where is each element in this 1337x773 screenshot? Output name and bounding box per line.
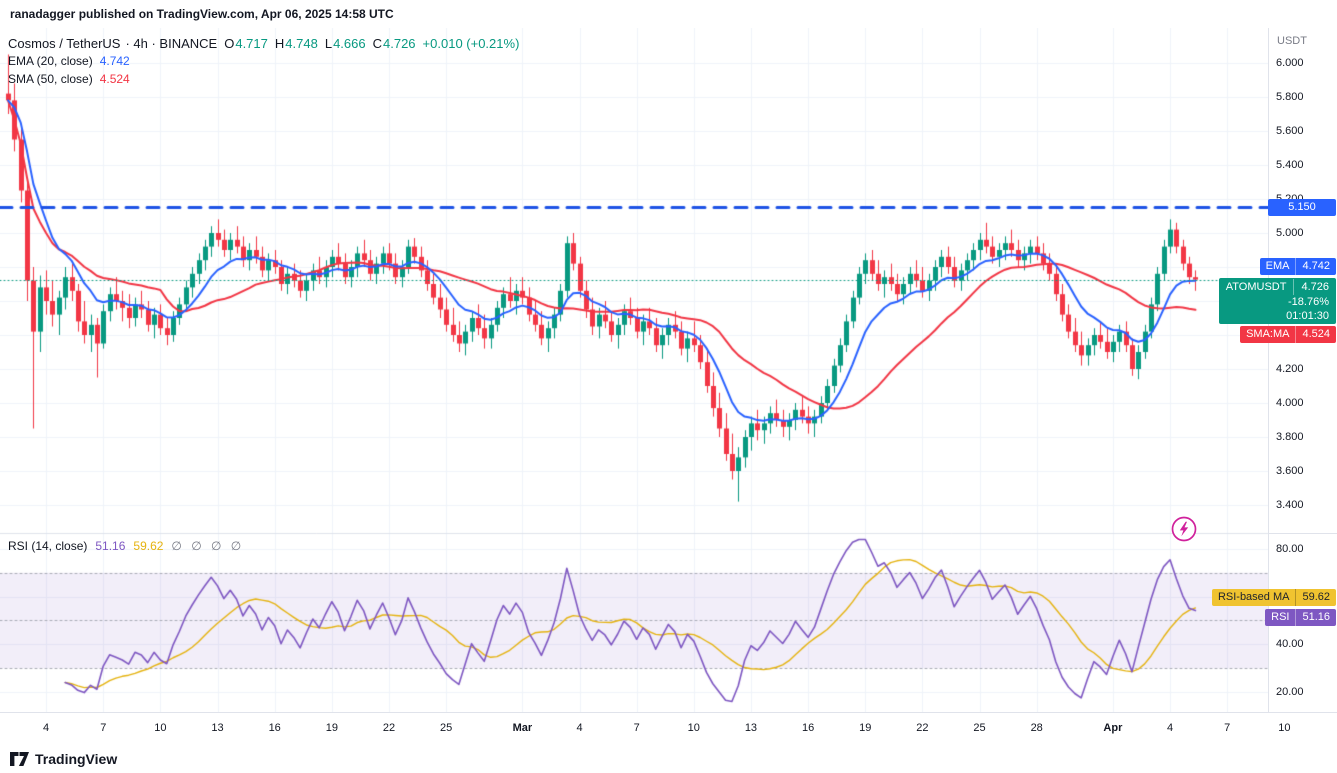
- open-value: 4.717: [235, 35, 268, 51]
- chart-canvas[interactable]: [0, 28, 1268, 712]
- time-label: Apr: [1103, 722, 1123, 734]
- attribution-bar: ranadagger published on TradingView.com,…: [0, 0, 1337, 28]
- flash-events-icon[interactable]: [1170, 515, 1198, 543]
- tradingview-logo-icon[interactable]: [10, 752, 29, 766]
- open-label: O: [224, 35, 235, 51]
- price-tick: 3.400: [1276, 499, 1304, 511]
- footer: TradingView: [0, 745, 1337, 773]
- time-label: 13: [211, 722, 224, 734]
- rsi-legend[interactable]: RSI (14, close) 51.16 59.62 ∅ ∅ ∅ ∅: [8, 539, 244, 553]
- ema-badge-label: EMA: [1265, 260, 1290, 272]
- ema-label: EMA (20, close): [8, 54, 93, 68]
- price-tick: 3.600: [1276, 465, 1304, 477]
- rsi-tick: 40.00: [1276, 638, 1304, 651]
- last-price-change: -18.76%: [1288, 296, 1329, 308]
- sma-price-badge: SMA:MA 4.524: [1240, 326, 1336, 343]
- rsi-badge-label: RSI: [1271, 611, 1290, 623]
- time-label: 10: [687, 722, 700, 734]
- rsi-empty-params: ∅ ∅ ∅ ∅: [171, 539, 245, 553]
- time-label: 25: [440, 722, 453, 734]
- chart-area: Cosmos / TetherUS · 4h · BINANCE O4.717 …: [0, 28, 1337, 745]
- time-label: 19: [859, 722, 872, 734]
- sma-legend-row[interactable]: SMA (50, close) 4.524: [8, 70, 519, 88]
- price-tick: 5.600: [1276, 125, 1304, 137]
- close-label: C: [372, 35, 382, 51]
- time-label: 22: [382, 722, 396, 734]
- rsi-ma-badge-value: 59.62: [1295, 589, 1336, 606]
- symbol-legend-row[interactable]: Cosmos / TetherUS · 4h · BINANCE O4.717 …: [8, 34, 519, 52]
- last-price-symbol: ATOMUSDT: [1225, 281, 1287, 293]
- rsi-ma-value: 59.62: [133, 539, 164, 553]
- time-label: 10: [154, 722, 167, 734]
- time-label: 25: [973, 722, 986, 734]
- candle-countdown: 01:01:30: [1286, 310, 1329, 322]
- time-label: 16: [268, 722, 281, 734]
- close-value: 4.726: [383, 35, 416, 51]
- high-label: H: [274, 35, 285, 51]
- sma-value: 4.524: [99, 72, 130, 86]
- close-pair: C4.726: [373, 36, 416, 51]
- alert-price-badge[interactable]: 5.150: [1268, 199, 1336, 216]
- time-label: 28: [1030, 722, 1043, 734]
- price-tick: 6.000: [1276, 57, 1304, 69]
- rsi-tick: 20.00: [1276, 685, 1304, 698]
- time-label: 7: [1224, 722, 1231, 734]
- rsi-ma-badge-label: RSI-based MA: [1217, 591, 1290, 603]
- ema-value: 4.742: [99, 54, 130, 68]
- change-value: +0.010 (+0.21%): [422, 35, 520, 51]
- alert-price-value: 5.150: [1288, 201, 1316, 213]
- symbol-title: Cosmos / TetherUS: [8, 35, 121, 51]
- ema-legend-row[interactable]: EMA (20, close) 4.742: [8, 52, 519, 70]
- price-tick: 5.800: [1276, 91, 1304, 103]
- open-pair: O4.717: [224, 36, 268, 51]
- time-label: 22: [916, 722, 929, 734]
- ema-price-badge: EMA 4.742: [1259, 258, 1336, 275]
- brand-name[interactable]: TradingView: [35, 751, 118, 767]
- rsi-label: RSI (14, close): [8, 539, 88, 553]
- time-label: 19: [325, 722, 338, 734]
- price-tick: 4.000: [1276, 397, 1304, 409]
- low-value: 4.666: [333, 35, 366, 51]
- last-price-value: 4.726: [1293, 279, 1336, 295]
- high-value: 4.748: [285, 35, 318, 51]
- rsi-badge-value: 51.16: [1295, 609, 1336, 626]
- rsi-ma-badge: RSI-based MA 59.62: [1211, 589, 1336, 606]
- low-label: L: [324, 35, 333, 51]
- sma-badge-value: 4.524: [1295, 326, 1336, 343]
- time-label: 10: [1278, 722, 1291, 734]
- high-pair: H4.748: [275, 36, 318, 51]
- rsi-badge: RSI 51.16: [1265, 609, 1336, 626]
- pane-separator[interactable]: [1268, 533, 1337, 534]
- sma-badge-label: SMA:MA: [1246, 328, 1290, 340]
- attribution-text: ranadagger published on TradingView.com,…: [10, 7, 394, 21]
- price-tick: 5.400: [1276, 159, 1304, 171]
- price-tick: 3.800: [1276, 431, 1304, 443]
- time-label: 7: [633, 722, 640, 734]
- main-legend: Cosmos / TetherUS · 4h · BINANCE O4.717 …: [8, 34, 519, 88]
- time-label: 7: [100, 722, 107, 734]
- ema-badge-value: 4.742: [1295, 258, 1336, 275]
- last-price-badge: ATOMUSDT 4.726 -18.76% 01:01:30: [1218, 278, 1336, 324]
- rsi-value: 51.16: [95, 539, 126, 553]
- time-label: 4: [576, 722, 583, 734]
- time-label: 13: [744, 722, 758, 734]
- price-tick: 4.200: [1276, 363, 1304, 375]
- time-label: 4: [1166, 722, 1174, 734]
- time-axis[interactable]: 4 7 10 13 16 19 22 25 Mar 4 7 10 13 16 19 22 25 28 Apr 4 7 10: [0, 712, 1337, 745]
- low-pair: L4.666: [325, 36, 366, 51]
- sma-label: SMA (50, close): [8, 72, 93, 86]
- price-tick: 5.000: [1276, 227, 1304, 239]
- rsi-tick: 80.00: [1276, 543, 1304, 555]
- time-label: 4: [43, 722, 50, 734]
- time-label: Mar: [512, 722, 533, 734]
- currency-label: USDT: [1277, 35, 1307, 47]
- time-label: 16: [801, 722, 815, 734]
- symbol-meta: · 4h · BINANCE: [125, 35, 218, 51]
